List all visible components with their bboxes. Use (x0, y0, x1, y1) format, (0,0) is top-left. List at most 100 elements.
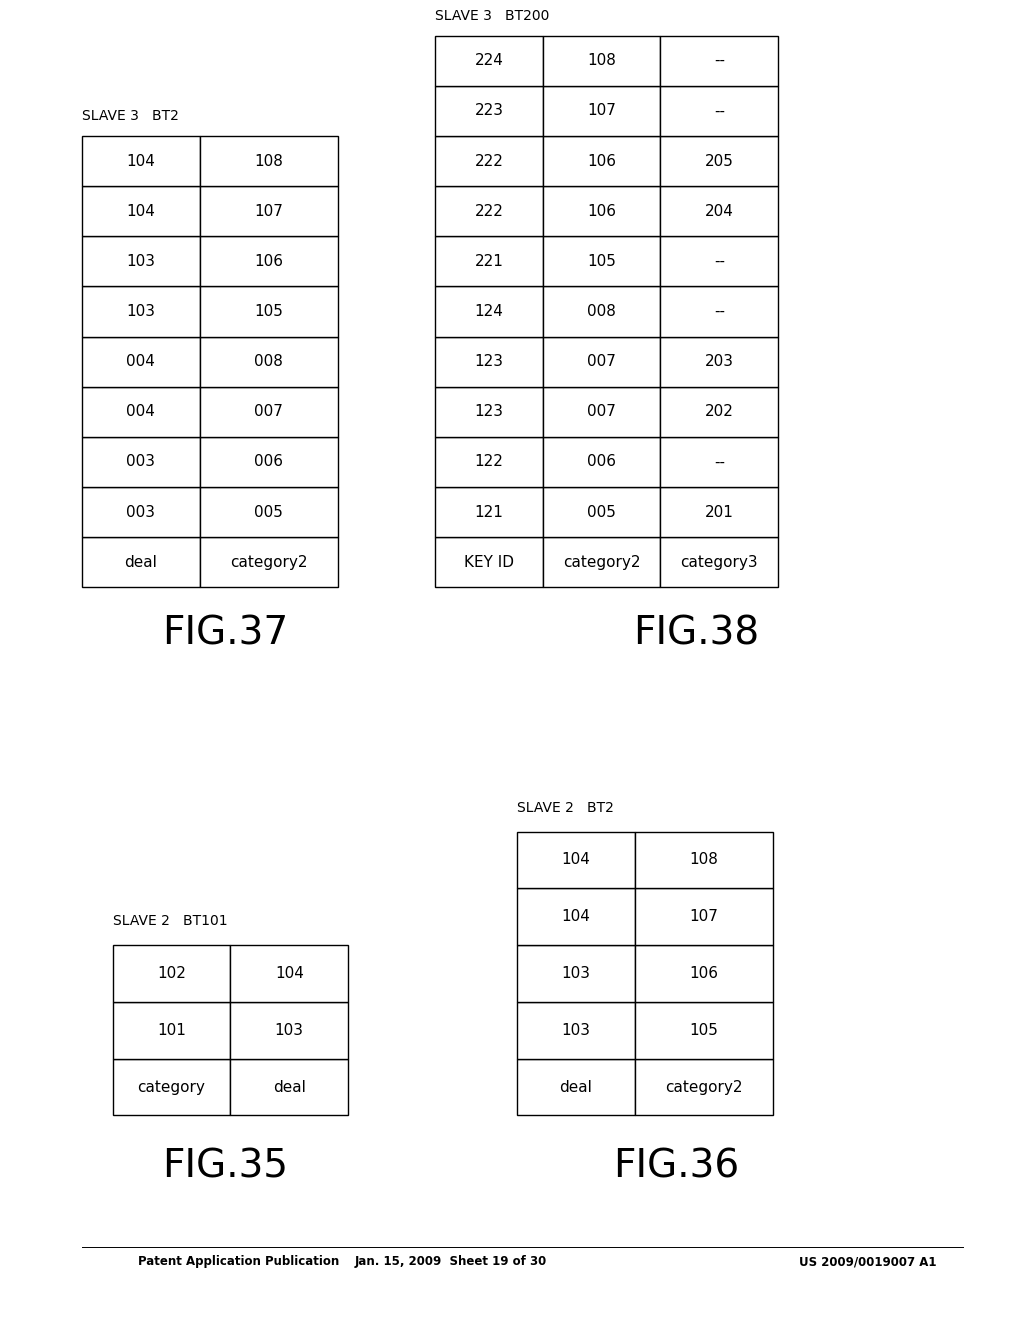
Bar (113, 1059, 230, 1115)
Bar (660, 537, 778, 587)
Text: 104: 104 (126, 153, 156, 169)
Bar (635, 1002, 773, 1059)
Text: deal: deal (124, 554, 158, 570)
Text: 123: 123 (474, 404, 504, 420)
Text: 003: 003 (126, 504, 156, 520)
Text: 107: 107 (254, 203, 284, 219)
Bar (660, 186, 778, 236)
Text: 123: 123 (474, 354, 504, 370)
Text: 101: 101 (157, 1023, 186, 1038)
Bar (635, 1059, 773, 1115)
Bar (82, 487, 200, 537)
Text: 108: 108 (254, 153, 284, 169)
Bar (113, 945, 230, 1002)
Text: 222: 222 (474, 153, 504, 169)
Text: 007: 007 (254, 404, 284, 420)
Bar (517, 1002, 635, 1059)
Bar (660, 487, 778, 537)
Text: 222: 222 (474, 203, 504, 219)
Bar (543, 437, 660, 487)
Bar (82, 136, 200, 186)
Text: 004: 004 (126, 354, 156, 370)
Bar (635, 945, 773, 1002)
Bar (230, 1002, 348, 1059)
Bar (543, 337, 660, 387)
Bar (635, 832, 773, 888)
Text: 005: 005 (587, 504, 616, 520)
Bar (82, 387, 200, 437)
Text: SLAVE 3   BT2: SLAVE 3 BT2 (82, 110, 179, 123)
Bar (200, 437, 338, 487)
Text: 108: 108 (689, 853, 719, 867)
Text: 107: 107 (587, 103, 616, 119)
Text: 005: 005 (254, 504, 284, 520)
Bar (82, 437, 200, 487)
Text: 103: 103 (561, 966, 591, 981)
Text: 106: 106 (254, 253, 284, 269)
Bar (435, 437, 543, 487)
Bar (435, 286, 543, 337)
Text: 108: 108 (587, 53, 616, 69)
Bar (435, 337, 543, 387)
Text: 007: 007 (587, 404, 616, 420)
Text: 104: 104 (561, 909, 591, 924)
Text: 104: 104 (274, 966, 304, 981)
Text: SLAVE 2   BT101: SLAVE 2 BT101 (113, 915, 227, 928)
Bar (82, 236, 200, 286)
Text: 223: 223 (474, 103, 504, 119)
Bar (82, 186, 200, 236)
Bar (200, 537, 338, 587)
Bar (543, 537, 660, 587)
Text: category: category (137, 1080, 206, 1094)
Text: 106: 106 (587, 153, 616, 169)
Text: deal: deal (272, 1080, 306, 1094)
Bar (635, 888, 773, 945)
Text: 102: 102 (157, 966, 186, 981)
Text: --: -- (714, 454, 725, 470)
Text: 003: 003 (126, 454, 156, 470)
Bar (435, 236, 543, 286)
Text: 107: 107 (689, 909, 719, 924)
Text: 103: 103 (274, 1023, 304, 1038)
Text: FIG.36: FIG.36 (612, 1148, 739, 1185)
Bar (200, 186, 338, 236)
Bar (435, 136, 543, 186)
Text: 004: 004 (126, 404, 156, 420)
Text: 008: 008 (254, 354, 284, 370)
Text: 124: 124 (474, 304, 504, 319)
Text: --: -- (714, 53, 725, 69)
Text: 121: 121 (474, 504, 504, 520)
Text: --: -- (714, 103, 725, 119)
Text: 103: 103 (126, 304, 156, 319)
Text: 103: 103 (561, 1023, 591, 1038)
Bar (435, 387, 543, 437)
Bar (82, 537, 200, 587)
Bar (435, 186, 543, 236)
Text: 204: 204 (705, 203, 734, 219)
Bar (230, 945, 348, 1002)
Text: Patent Application Publication: Patent Application Publication (138, 1255, 340, 1269)
Bar (113, 1002, 230, 1059)
Text: 122: 122 (474, 454, 504, 470)
Text: 106: 106 (689, 966, 719, 981)
Bar (660, 236, 778, 286)
Bar (200, 337, 338, 387)
Bar (660, 36, 778, 86)
Bar (543, 36, 660, 86)
Text: US 2009/0019007 A1: US 2009/0019007 A1 (799, 1255, 936, 1269)
Text: 008: 008 (587, 304, 616, 319)
Bar (517, 888, 635, 945)
Text: FIG.38: FIG.38 (633, 615, 760, 652)
Text: 104: 104 (561, 853, 591, 867)
Bar (435, 86, 543, 136)
Text: 006: 006 (587, 454, 616, 470)
Bar (660, 286, 778, 337)
Text: 105: 105 (254, 304, 284, 319)
Text: 221: 221 (474, 253, 504, 269)
Text: SLAVE 2   BT2: SLAVE 2 BT2 (517, 801, 614, 814)
Bar (543, 387, 660, 437)
Bar (660, 437, 778, 487)
Bar (543, 136, 660, 186)
Bar (200, 236, 338, 286)
Bar (230, 1059, 348, 1115)
